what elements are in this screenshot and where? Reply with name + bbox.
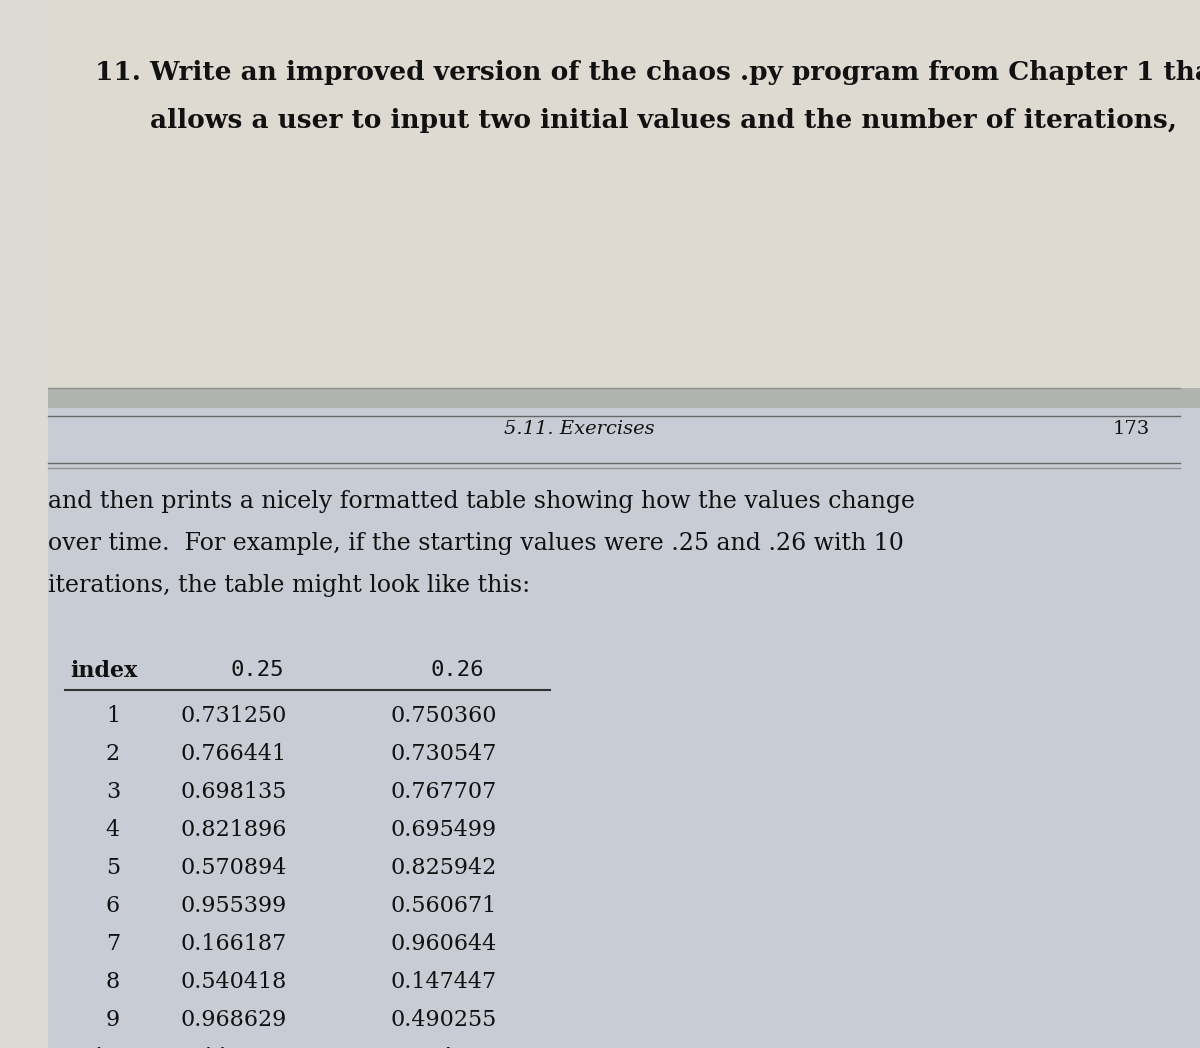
Text: 0.540418: 0.540418 (180, 971, 287, 994)
Bar (0, 408, 1200, 468)
Text: 0.767707: 0.767707 (390, 781, 497, 803)
Text: 0.731250: 0.731250 (180, 705, 287, 727)
Text: 8: 8 (106, 971, 120, 994)
Bar (0, 468, 1200, 1048)
Text: 0.570894: 0.570894 (180, 857, 287, 879)
Text: 1: 1 (106, 705, 120, 727)
Text: 0.730547: 0.730547 (390, 743, 497, 765)
Text: 7: 7 (106, 933, 120, 955)
Text: index: index (70, 660, 137, 682)
Text: 0.25: 0.25 (230, 660, 283, 680)
Text: over time.  For example, if the starting values were .25 and .26 with 10: over time. For example, if the starting … (48, 532, 904, 555)
Bar (0, 0, 1200, 388)
Text: allows a user to input two initial values and the number of iterations,: allows a user to input two initial value… (150, 108, 1177, 133)
Text: 2: 2 (106, 743, 120, 765)
Text: 11. Write an improved version of the chaos .py program from Chapter 1 that: 11. Write an improved version of the cha… (95, 60, 1200, 85)
Text: 0.166187: 0.166187 (180, 933, 287, 955)
Text: 0.560671: 0.560671 (390, 895, 497, 917)
Text: 3: 3 (106, 781, 120, 803)
Text: 0.490255: 0.490255 (390, 1009, 497, 1031)
Text: 6: 6 (106, 895, 120, 917)
Bar (0, 0, 48, 1048)
Text: 0.695499: 0.695499 (390, 818, 496, 840)
Text: 0.955399: 0.955399 (180, 895, 287, 917)
Text: and then prints a nicely formatted table showing how the values change: and then prints a nicely formatted table… (48, 490, 916, 514)
Text: 0.26: 0.26 (430, 660, 484, 680)
Text: iterations, the table might look like this:: iterations, the table might look like th… (48, 574, 530, 597)
Text: 173: 173 (1112, 420, 1150, 438)
Text: 0.147447: 0.147447 (390, 971, 496, 994)
Text: 0.698135: 0.698135 (180, 781, 287, 803)
Text: 5: 5 (106, 857, 120, 879)
Text: 0.821896: 0.821896 (180, 818, 287, 840)
Text: 0.968629: 0.968629 (180, 1009, 287, 1031)
Bar (0, 388, 1200, 408)
Text: 0.766441: 0.766441 (180, 743, 286, 765)
Text: 0.750360: 0.750360 (390, 705, 497, 727)
Text: 0.960644: 0.960644 (390, 933, 497, 955)
Text: 0.825942: 0.825942 (390, 857, 497, 879)
Text: 5.11. Exercises: 5.11. Exercises (504, 420, 655, 438)
Text: 9: 9 (106, 1009, 120, 1031)
Text: 4: 4 (106, 818, 120, 840)
